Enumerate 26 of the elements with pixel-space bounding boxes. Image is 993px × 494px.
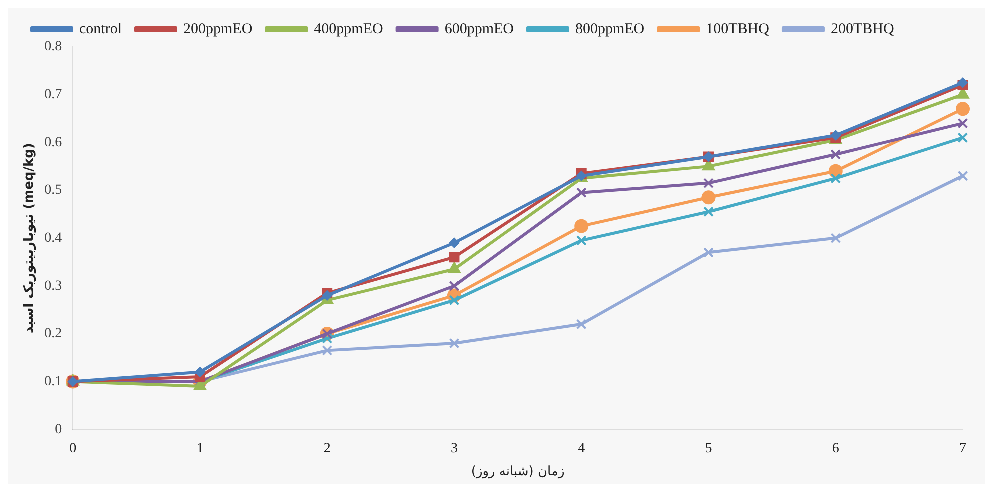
x-tick-label: 7 bbox=[960, 442, 966, 457]
y-tick-label: 0.4 bbox=[44, 230, 62, 246]
y-tick-label: 0.7 bbox=[44, 87, 62, 102]
legend-label: 100TBHQ bbox=[706, 21, 770, 38]
y-tick-label: 0.2 bbox=[44, 326, 62, 342]
y-tick-label: 0.8 bbox=[44, 40, 62, 55]
legend-label: 200TBHQ bbox=[830, 21, 894, 38]
legend-label: 600ppmEO bbox=[444, 21, 514, 38]
x-tick-label: 4 bbox=[578, 442, 586, 457]
legend-label: 200ppmEO bbox=[183, 21, 253, 38]
x-tick-label: 2 bbox=[324, 442, 331, 457]
legend-label: 400ppmEO bbox=[314, 21, 384, 38]
y-tick-label: 0.6 bbox=[44, 135, 62, 150]
x-tick-label: 3 bbox=[450, 442, 458, 457]
legend-label: 800ppmEO bbox=[575, 21, 645, 38]
x-tick-label: 1 bbox=[196, 442, 204, 457]
x-axis-title: زمان (شبانه روز) bbox=[471, 464, 565, 480]
y-tick-label: 0 bbox=[55, 422, 62, 438]
x-tick-label: 6 bbox=[832, 442, 840, 457]
x-tick-label: 5 bbox=[705, 442, 712, 457]
y-axis-title: تیوباربیتوریک اسید (meq/kg) bbox=[22, 143, 38, 334]
y-tick-label: 0.1 bbox=[44, 374, 62, 390]
y-tick-label: 0.3 bbox=[44, 278, 62, 294]
legend-label: control bbox=[80, 21, 122, 38]
x-tick-label: 0 bbox=[70, 442, 77, 457]
y-tick-label: 0.5 bbox=[44, 183, 62, 198]
